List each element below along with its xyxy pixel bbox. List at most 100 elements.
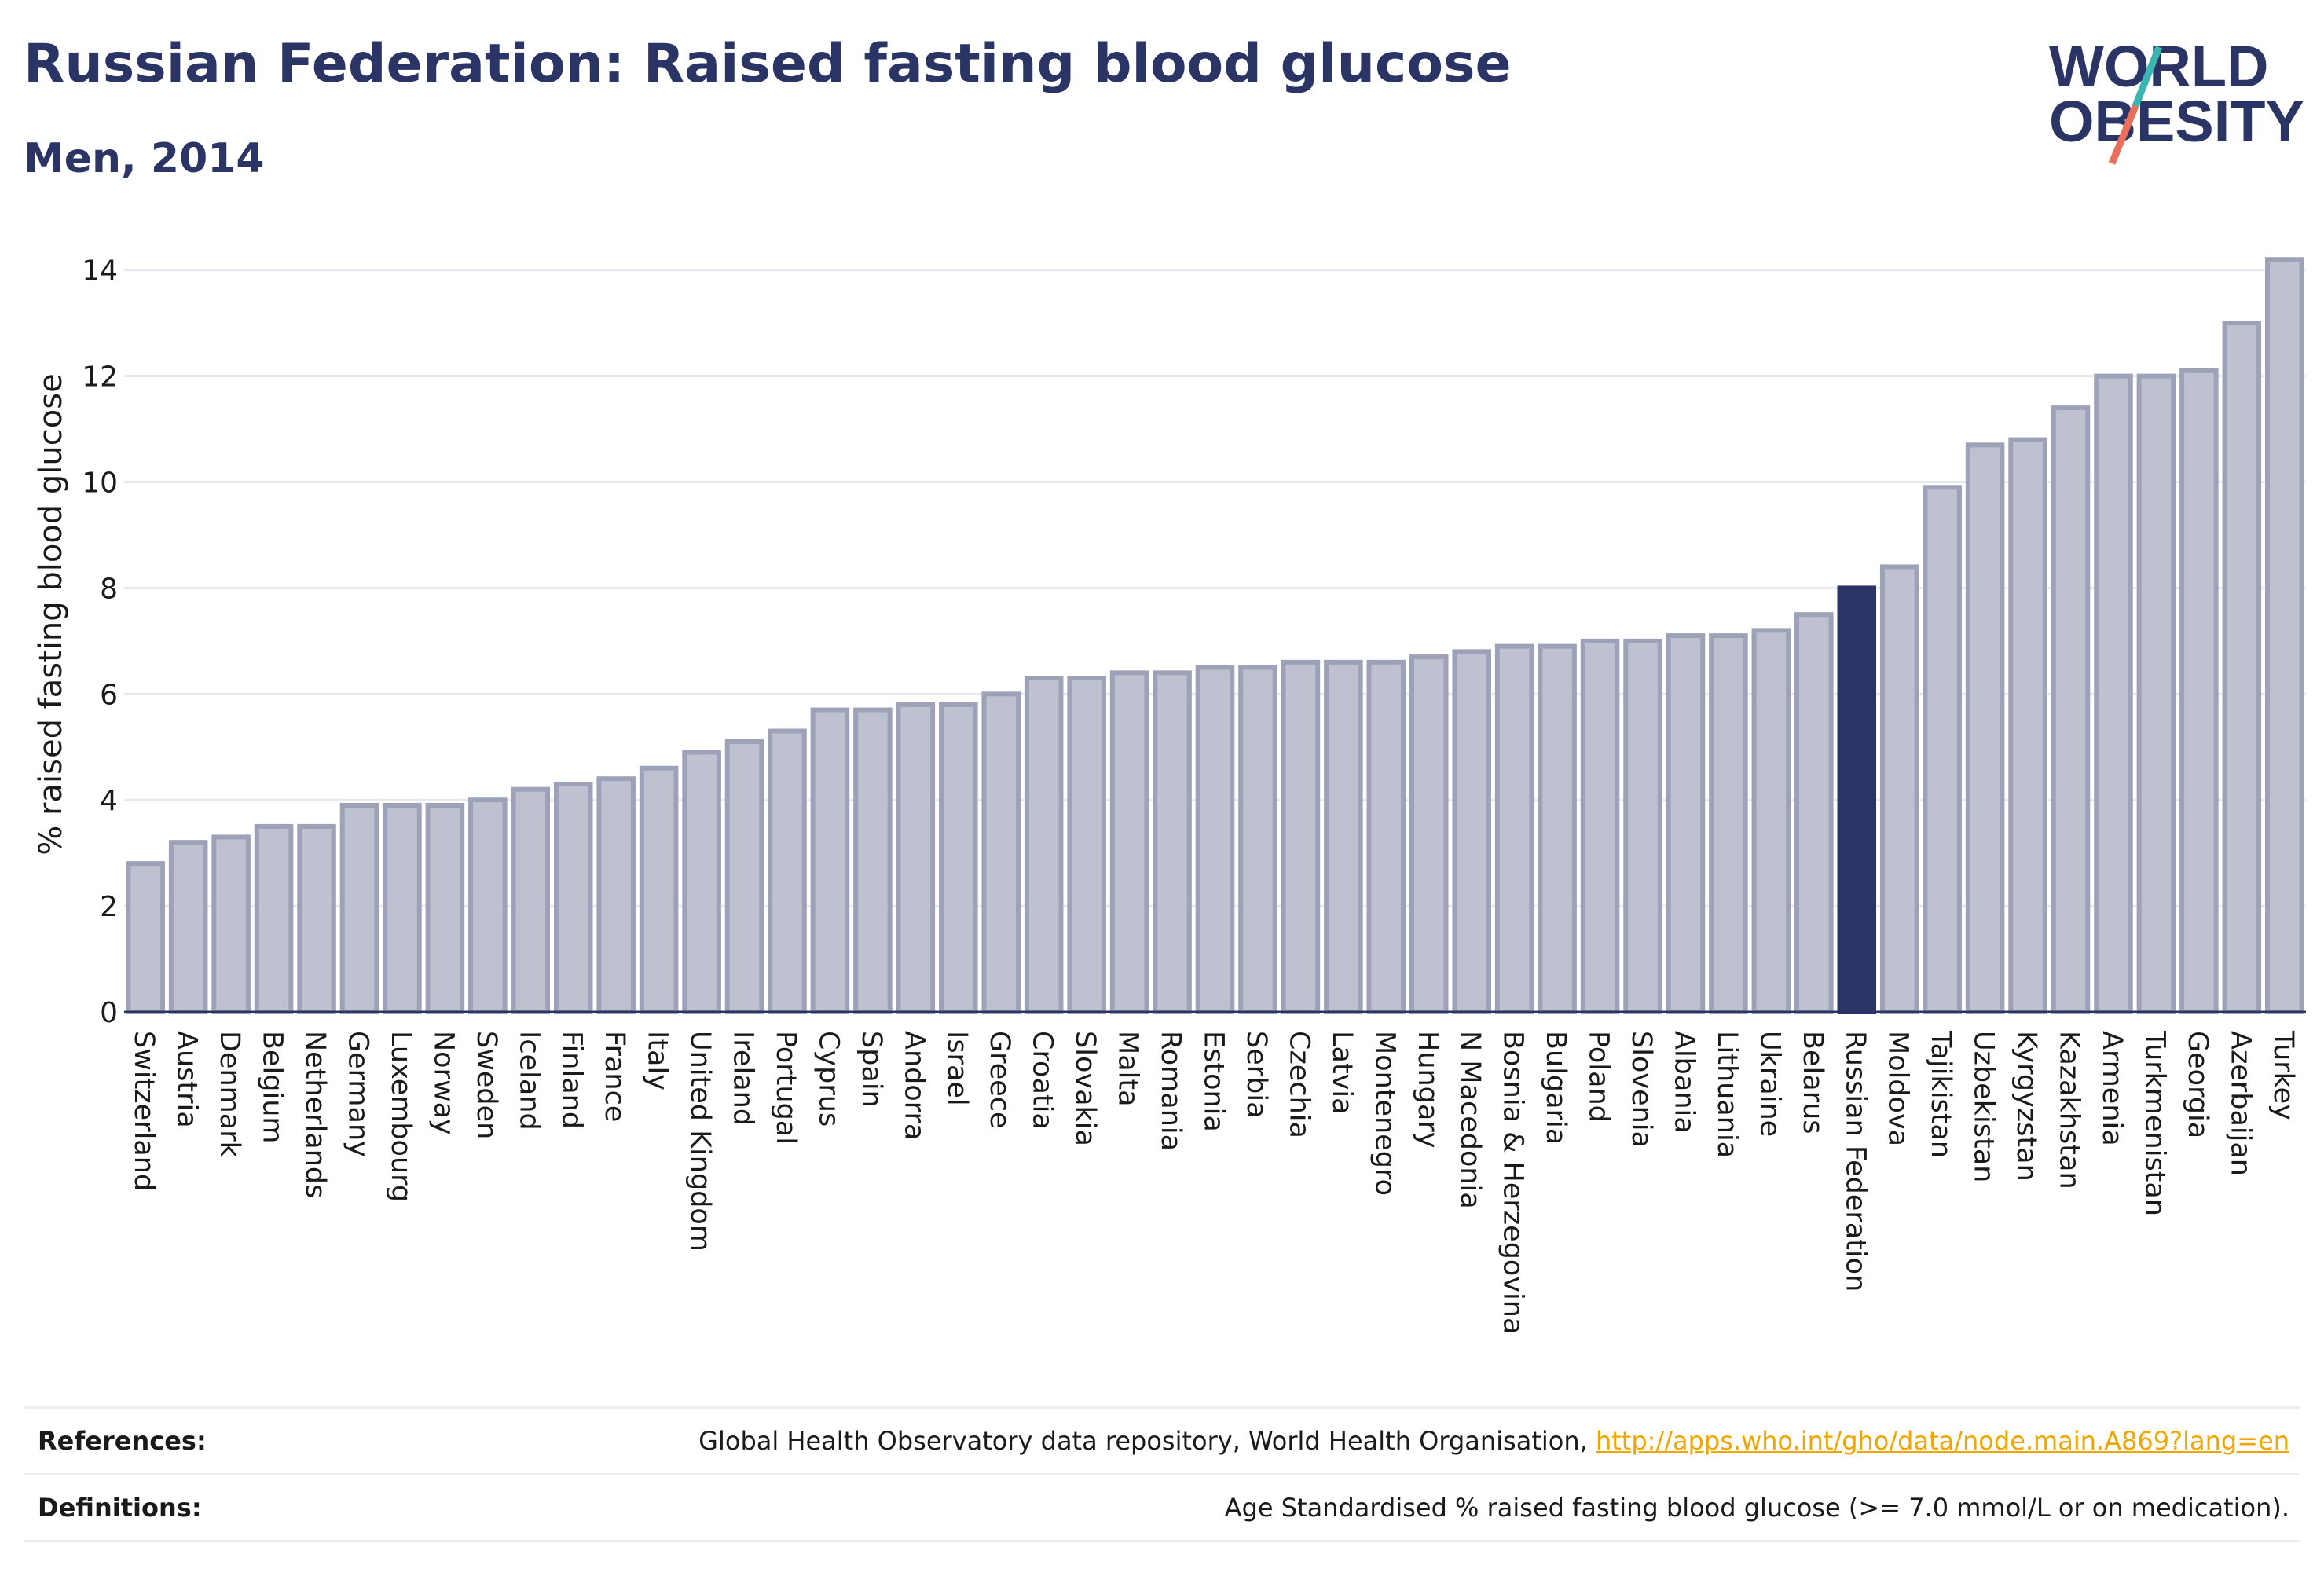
bar[interactable] xyxy=(2051,405,2091,1014)
bar[interactable] xyxy=(853,707,893,1014)
bar[interactable] xyxy=(1324,659,1363,1014)
x-tick-label: Belarus xyxy=(1797,1031,1828,1134)
x-tick-label: Croatia xyxy=(1027,1031,1058,1130)
bar[interactable] xyxy=(1666,633,1706,1014)
bar[interactable] xyxy=(639,765,679,1014)
x-tick-label: Greece xyxy=(984,1031,1015,1129)
bar[interactable] xyxy=(1409,654,1449,1014)
bar[interactable] xyxy=(810,707,850,1014)
x-tick-label: Cyprus xyxy=(812,1031,844,1127)
y-tick-label: 0 xyxy=(100,997,118,1029)
bar[interactable] xyxy=(1067,676,1106,1014)
bars xyxy=(126,257,2304,1015)
bar[interactable] xyxy=(425,802,465,1015)
x-tick-label: Luxembourg xyxy=(385,1031,416,1202)
logo-slash-top xyxy=(2132,46,2163,108)
bar[interactable] xyxy=(1452,649,1491,1015)
bar[interactable] xyxy=(768,728,807,1014)
bar[interactable] xyxy=(1238,665,1277,1014)
bar[interactable] xyxy=(1024,676,1064,1014)
bar[interactable] xyxy=(724,739,764,1014)
y-tick-label: 10 xyxy=(82,467,118,500)
bar[interactable] xyxy=(1580,638,1620,1014)
bar-highlight[interactable] xyxy=(1837,585,1877,1014)
bar-chart: 0 2 4 6 8 10 12 14 Switzerland Austria Denmark Bel… xyxy=(33,255,2306,1334)
logo-slash-bottom xyxy=(2108,104,2139,165)
y-tick-label: 2 xyxy=(100,891,118,923)
y-tick-label: 14 xyxy=(82,255,118,288)
definitions-label: Definitions: xyxy=(38,1493,202,1523)
bar[interactable] xyxy=(383,802,422,1015)
chart-subtitle: Men, 2014 xyxy=(24,135,265,182)
x-tick-label: Turkmenistan xyxy=(2139,1030,2170,1216)
bar[interactable] xyxy=(1109,670,1149,1015)
x-tick-label: Tajikistan xyxy=(1925,1030,1956,1158)
y-tick-labels: 0 2 4 6 8 10 12 14 xyxy=(82,255,118,1029)
x-tick-label: Azerbaijan xyxy=(2224,1031,2256,1176)
y-tick-label: 8 xyxy=(100,573,118,605)
bar[interactable] xyxy=(254,823,294,1014)
bar[interactable] xyxy=(211,834,251,1014)
bar[interactable] xyxy=(297,823,336,1014)
bar[interactable] xyxy=(896,702,936,1014)
bar[interactable] xyxy=(1623,638,1662,1014)
x-tick-label: Netherlands xyxy=(299,1031,331,1198)
bar[interactable] xyxy=(939,702,978,1014)
bar[interactable] xyxy=(511,786,551,1014)
x-tick-label: Uzbekistan xyxy=(1968,1031,2000,1182)
bar[interactable] xyxy=(168,840,208,1015)
bar[interactable] xyxy=(2222,321,2262,1014)
x-tick-label: Israel xyxy=(941,1031,973,1106)
bar[interactable] xyxy=(981,691,1021,1015)
x-tick-label: Ukraine xyxy=(1754,1031,1785,1137)
bar[interactable] xyxy=(1751,628,1791,1015)
x-tick-label: Bosnia & Herzegovina xyxy=(1497,1031,1529,1334)
bar[interactable] xyxy=(1195,665,1235,1014)
x-tick-label: Sweden xyxy=(471,1031,502,1139)
bar[interactable] xyxy=(1153,670,1192,1015)
bar[interactable] xyxy=(2136,373,2176,1015)
x-tick-label: Georgia xyxy=(2182,1031,2213,1138)
x-tick-label: Italy xyxy=(642,1031,673,1090)
x-tick-label: Ireland xyxy=(728,1031,759,1126)
bar[interactable] xyxy=(1879,564,1919,1014)
bar[interactable] xyxy=(1494,643,1534,1014)
bar[interactable] xyxy=(682,750,721,1014)
x-tick-label: Austria xyxy=(171,1031,203,1128)
x-tick-label: Czechia xyxy=(1283,1031,1314,1138)
bar[interactable] xyxy=(1794,612,1834,1014)
references-link[interactable]: http://apps.who.int/gho/data/node.main.A… xyxy=(1595,1426,2289,1456)
bar[interactable] xyxy=(1366,659,1406,1014)
x-tick-label: Estonia xyxy=(1198,1031,1230,1132)
bar[interactable] xyxy=(339,802,379,1015)
x-tick-label: Switzerland xyxy=(128,1031,159,1191)
x-tick-label: Armenia xyxy=(2096,1031,2128,1146)
bar[interactable] xyxy=(1923,485,1962,1014)
definitions-row: Definitions: Age Standardised % raised f… xyxy=(24,1473,2300,1542)
x-tick-label: Kazakhstan xyxy=(2054,1031,2085,1189)
x-tick-label: Latvia xyxy=(1326,1031,1358,1115)
y-axis-label: % raised fasting blood glucose xyxy=(33,373,69,855)
x-tick-label: Moldova xyxy=(1882,1031,1914,1146)
bar[interactable] xyxy=(126,861,166,1014)
x-tick-label: Denmark xyxy=(214,1031,245,1158)
x-tick-label: Iceland xyxy=(513,1031,544,1131)
bar[interactable] xyxy=(1965,442,2005,1014)
bar[interactable] xyxy=(2179,368,2219,1014)
bar[interactable] xyxy=(468,797,508,1014)
bar[interactable] xyxy=(1709,633,1748,1014)
bar[interactable] xyxy=(2008,437,2047,1014)
x-tick-label: Malta xyxy=(1113,1031,1144,1107)
chart-footer: References: Global Health Observatory da… xyxy=(24,1406,2300,1542)
bar[interactable] xyxy=(596,776,636,1014)
y-tick-label: 4 xyxy=(100,785,118,817)
bar[interactable] xyxy=(553,781,593,1014)
x-tick-label: Lithuania xyxy=(1711,1031,1743,1158)
bar[interactable] xyxy=(1538,643,1577,1014)
x-tick-label: N Macedonia xyxy=(1454,1031,1486,1209)
references-row: References: Global Health Observatory da… xyxy=(24,1406,2300,1473)
bar[interactable] xyxy=(2094,373,2133,1015)
x-tick-label: Romania xyxy=(1155,1031,1186,1151)
bar[interactable] xyxy=(1281,659,1321,1014)
bar[interactable] xyxy=(2264,257,2304,1014)
